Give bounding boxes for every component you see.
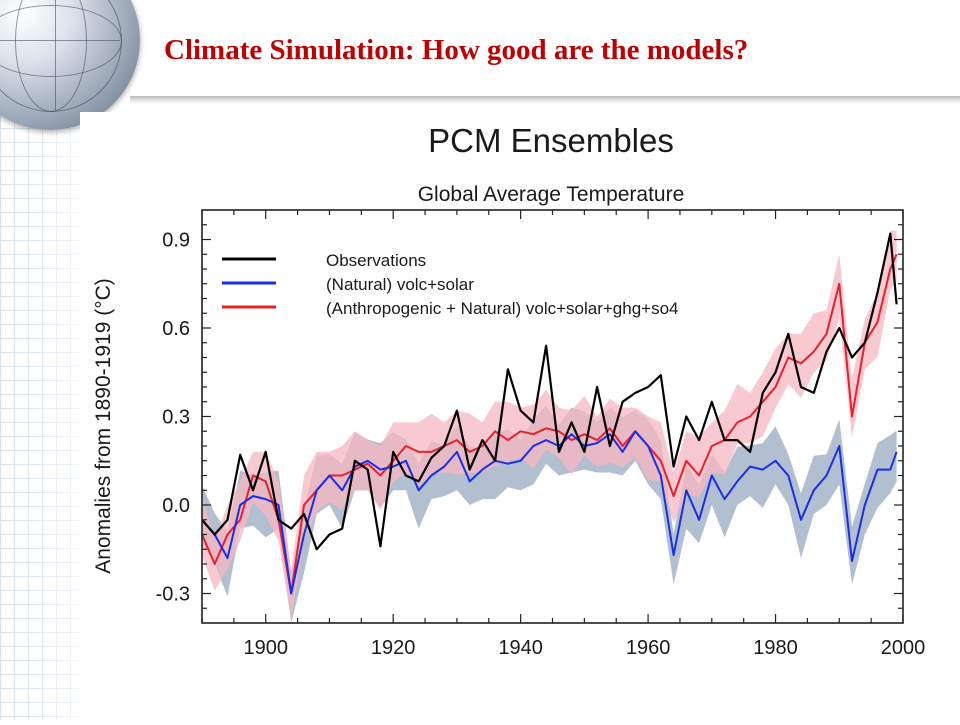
chart-title: PCM Ensembles [428,122,674,159]
axes: 1900 1920 1940 1960 1980 2000 -0.3 0.0 0.3 0.6 0.9 [156,209,926,659]
x-tick-label: 1940 [498,637,543,659]
legend-label-anthro: (Anthropogenic + Natural) volc+solar+ghg… [326,299,679,318]
legend: Observations (Natural) volc+solar (Anthr… [222,251,679,318]
y-tick-label: -0.3 [156,584,190,606]
x-tick-label: 1980 [753,637,798,659]
slide-title: Climate Simulation: How good are the mod… [164,34,749,66]
x-tick-label: 1960 [626,637,671,659]
uncertainty-bands [202,230,897,623]
observations-line [201,232,898,551]
x-tick-label: 1920 [371,637,416,659]
y-axis-label: Anomalies from 1890-1919 (°C) [92,278,115,574]
chart-panel: PCM Ensembles Global Average Temperature… [80,112,942,720]
title-underline-band [130,96,960,104]
y-tick-label: 0.6 [162,318,190,340]
anthro-ensemble-band [202,230,897,621]
x-tick-label: 1900 [243,637,288,659]
x-tick-label: 2000 [881,637,926,659]
chart-subtitle: Global Average Temperature [418,183,685,206]
y-tick-label: 0.9 [162,230,190,252]
legend-label-observations: Observations [326,251,426,270]
globe-logo [0,0,140,130]
y-tick-label: 0.0 [162,495,190,517]
y-tick-label: 0.3 [162,407,190,429]
natural-line [201,430,898,595]
temperature-chart: PCM Ensembles Global Average Temperature… [92,122,926,659]
background-fade [0,100,90,720]
series-lines [201,232,898,595]
legend-label-natural: (Natural) volc+solar [326,275,474,294]
